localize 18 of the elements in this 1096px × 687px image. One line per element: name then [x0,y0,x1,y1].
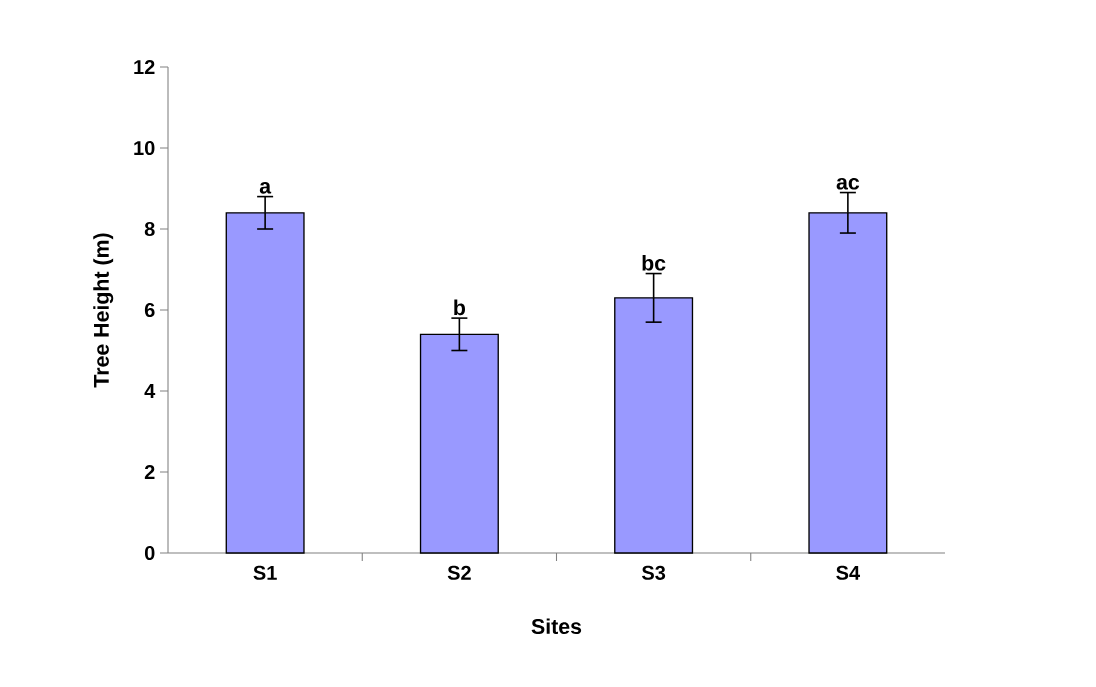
y-tick-label: 12 [134,60,155,74]
y-tick-label: 10 [134,140,155,156]
x-tick-label: S4 [836,565,860,580]
x-tick-label: S2 [447,565,471,580]
x-tick-label: S1 [253,565,277,580]
y-tick-label: 4 [144,384,156,398]
y-axis-title: Tree Height (m) [93,233,114,388]
y-tick-label: 6 [144,302,155,318]
annotation: bc [642,254,666,271]
y-tick-label: 0 [144,545,155,561]
bar [419,333,499,554]
annotation: b [454,299,466,316]
annotation: a [259,181,272,194]
y-tick-label: 2 [144,465,155,479]
y-tick-label: 8 [144,221,155,237]
annotation: ac [836,177,860,190]
x-axis-title: Sites [531,618,582,635]
x-tick-label: S3 [641,565,666,580]
